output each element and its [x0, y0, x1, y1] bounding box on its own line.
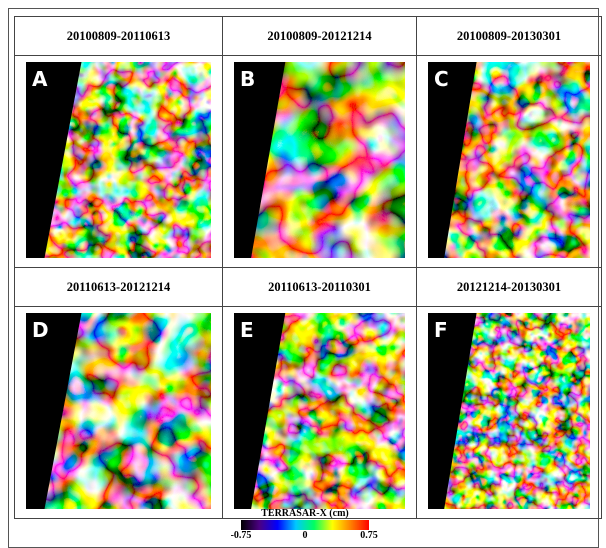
colorbar-ticks: -0.75 0 0.75 — [230, 530, 380, 544]
colorbar: TERRASAR-X (cm) -0.75 0 0.75 — [230, 508, 380, 544]
panel-image-cell: C — [417, 56, 602, 268]
panel-label: D — [32, 318, 49, 342]
panel-title: 20100809-20110613 — [15, 17, 223, 56]
colorbar-gradient — [241, 520, 369, 530]
panel-title: 20100809-20121214 — [223, 17, 417, 56]
panel-image-cell: F — [417, 307, 602, 519]
interferogram: E — [223, 307, 416, 513]
colorbar-tick-label: -0.75 — [231, 530, 252, 541]
panel-title: 20110613-20110301 — [223, 268, 417, 307]
panel-image-cell: D — [15, 307, 223, 519]
colorbar-tick-label: 0 — [303, 530, 308, 541]
interferogram: B — [223, 56, 416, 262]
panel-label: C — [434, 67, 449, 91]
colorbar-title: TERRASAR-X (cm) — [230, 508, 380, 519]
image-row: D E F — [15, 307, 602, 519]
panel-image-cell: B — [223, 56, 417, 268]
panel-title: 20121214-20130301 — [417, 268, 602, 307]
interferogram: F — [417, 307, 601, 513]
panel-title: 20110613-20121214 — [15, 268, 223, 307]
panel-title: 20100809-20130301 — [417, 17, 602, 56]
panel-label: E — [240, 318, 254, 342]
colorbar-tick-label: 0.75 — [360, 530, 378, 541]
panel-image-cell: A — [15, 56, 223, 268]
panel-label: A — [32, 67, 48, 91]
image-row: A B C — [15, 56, 602, 268]
page: 20100809-2011061320100809-20121214201008… — [0, 0, 606, 541]
panel-label: B — [240, 67, 255, 91]
interferogram: A — [15, 56, 222, 262]
interferogram: C — [417, 56, 601, 262]
panel-image-cell: E — [223, 307, 417, 519]
interferogram: D — [15, 307, 222, 513]
panel-label: F — [434, 318, 448, 342]
